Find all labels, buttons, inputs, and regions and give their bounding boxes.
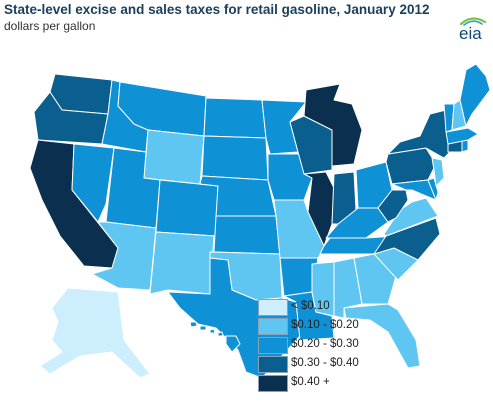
legend-label: $0.10 - $0.20: [291, 319, 359, 331]
map-title: State-level excise and sales taxes for r…: [4, 2, 430, 17]
state-nc[interactable]: [373, 217, 441, 261]
state-fl[interactable]: [343, 303, 421, 369]
state-ak[interactable]: [39, 287, 151, 379]
state-nv[interactable]: [71, 143, 115, 223]
eia-logo-text: eia: [459, 24, 482, 42]
legend-label: $0.30 - $0.40: [291, 357, 359, 369]
legend-label: < $0.10: [291, 300, 330, 312]
state-me[interactable]: [459, 63, 491, 127]
state-ma[interactable]: [445, 127, 479, 145]
state-hi[interactable]: [189, 321, 241, 353]
legend-label: $0.20 - $0.30: [291, 338, 359, 350]
state-ks[interactable]: [213, 215, 281, 255]
legend-label: $0.40 +: [291, 376, 330, 388]
legend-swatch: [258, 375, 288, 392]
legend: < $0.10 $0.10 - $0.20 $0.20 - $0.30 $0.3…: [258, 299, 359, 393]
legend-item-010-020: $0.10 - $0.20: [258, 318, 359, 335]
state-co[interactable]: [155, 179, 219, 237]
legend-swatch: [258, 356, 288, 373]
map-subtitle: dollars per gallon: [4, 19, 96, 33]
legend-swatch: [258, 299, 288, 316]
state-ms[interactable]: [311, 261, 335, 317]
eia-logo: eia: [459, 17, 487, 42]
state-nm[interactable]: [149, 231, 215, 295]
legend-item-030-040: $0.30 - $0.40: [258, 356, 359, 373]
us-map: [29, 63, 491, 379]
state-ri[interactable]: [461, 139, 469, 153]
state-mi[interactable]: [303, 83, 363, 167]
state-nj[interactable]: [431, 157, 445, 187]
state-wy[interactable]: [143, 129, 205, 185]
state-sd[interactable]: [201, 135, 269, 181]
legend-swatch: [258, 337, 288, 354]
legend-swatch: [258, 318, 288, 335]
legend-item-020-030: $0.20 - $0.30: [258, 337, 359, 354]
state-nd[interactable]: [203, 97, 267, 139]
legend-item-040-plus: $0.40 +: [258, 375, 354, 392]
state-wv[interactable]: [377, 189, 409, 223]
legend-item-lt010: < $0.10: [258, 299, 354, 316]
